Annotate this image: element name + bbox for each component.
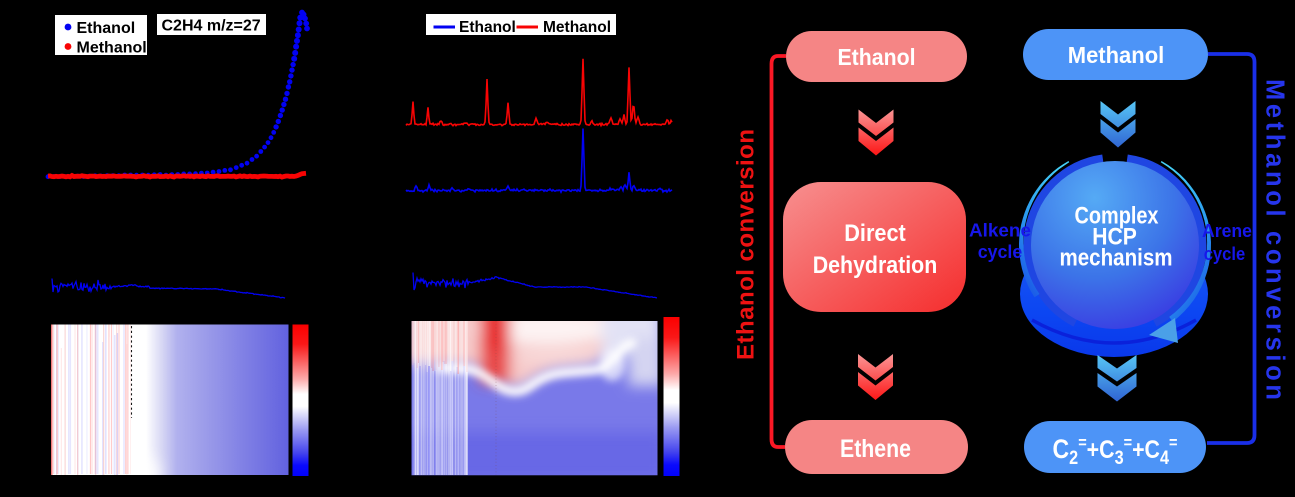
svg-text:Ethanol: Ethanol	[77, 20, 136, 37]
svg-text:mechanism: mechanism	[1060, 245, 1173, 272]
svg-text:Dehydration: Dehydration	[813, 252, 938, 279]
svg-text:HCP: HCP	[1092, 224, 1137, 251]
svg-text:Complex: Complex	[1075, 203, 1160, 230]
svg-text:C2H4 m/z=27: C2H4 m/z=27	[162, 18, 261, 35]
svg-text:Ethanol: Ethanol	[459, 19, 516, 36]
svg-text:Ethanol conversion: Ethanol conversion	[733, 129, 760, 360]
svg-text:Ethanol: Ethanol	[838, 44, 916, 70]
svg-text:cycle: cycle	[1204, 243, 1246, 264]
svg-text:Arene: Arene	[1202, 220, 1252, 241]
svg-text:Methanol: Methanol	[543, 19, 611, 36]
svg-text:Methanol: Methanol	[1068, 42, 1165, 68]
svg-text:cycle: cycle	[978, 241, 1023, 262]
svg-text:Alkene: Alkene	[969, 220, 1031, 241]
svg-text:Methanol: Methanol	[77, 40, 147, 57]
svg-text:Direct: Direct	[844, 220, 906, 247]
svg-text:Ethene: Ethene	[840, 435, 911, 463]
